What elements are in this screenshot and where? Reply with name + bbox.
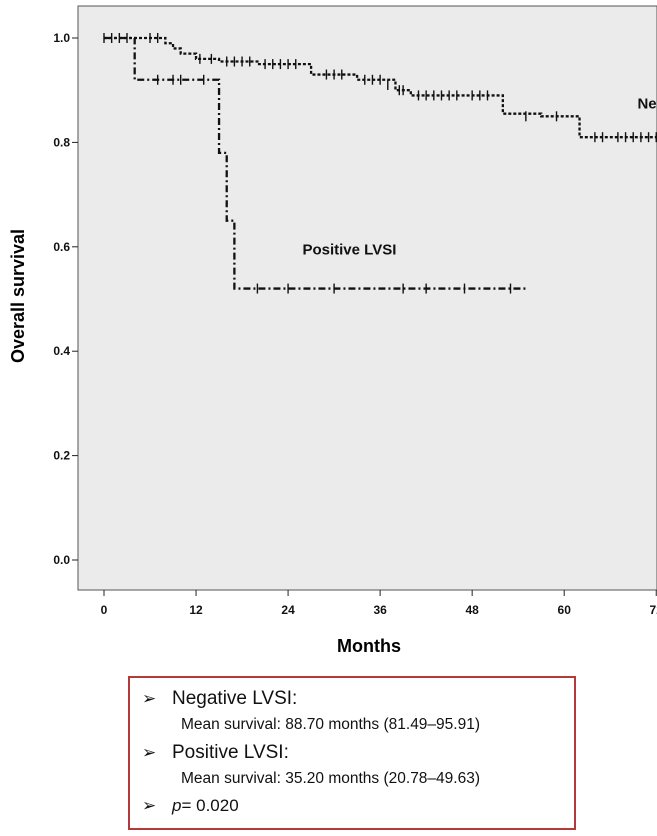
series-label: Negative LVSI [637, 95, 657, 112]
y-tick-label: 1.0 [53, 31, 70, 45]
km-plot-svg: 0.00.20.40.60.81.001224364860728496 Nega… [8, 5, 657, 656]
positive-lvsi-mean: Mean survival: 35.20 months (20.78–49.63… [142, 765, 564, 792]
x-tick-label: 36 [373, 603, 387, 617]
p-value-row: ➢ p = 0.020 [142, 794, 564, 818]
negative-lvsi-heading: ➢ Negative LVSI: [142, 686, 564, 711]
x-tick-label: 48 [465, 603, 479, 617]
series-labels: Negative LVSI Positive LVSI [302, 95, 657, 258]
plot-area [77, 5, 657, 591]
x-tick-label: 0 [101, 603, 108, 617]
x-tick-label: 12 [189, 603, 203, 617]
positive-lvsi-title: Positive LVSI: [172, 742, 289, 763]
positive-mean-value: 35.20 months (20.78–49.63) [285, 770, 480, 787]
x-tick-label: 60 [558, 603, 572, 617]
survival-summary-box: ➢ Negative LVSI: Mean survival: 88.70 mo… [128, 676, 576, 830]
p-value: = 0.020 [181, 796, 239, 815]
survival-chart: 0.00.20.40.60.81.001224364860728496 Nega… [8, 5, 657, 656]
censor-marks [103, 33, 657, 294]
axes: 0.00.20.40.60.81.001224364860728496 [53, 31, 657, 617]
y-tick-label: 0.0 [53, 553, 70, 567]
arrow-bullet-icon: ➢ [142, 796, 157, 815]
negative-lvsi-mean: Mean survival: 88.70 months (81.49–95.91… [142, 711, 564, 738]
y-tick-label: 0.8 [53, 135, 70, 149]
positive-lvsi-heading: ➢ Positive LVSI: [142, 740, 564, 765]
arrow-bullet-icon: ➢ [142, 689, 157, 708]
x-tick-label: 72 [650, 603, 657, 617]
series-line-positive-lvsi [104, 36, 526, 290]
x-axis-title: Months [337, 636, 401, 656]
p-symbol: p [172, 796, 182, 815]
negative-lvsi-title: Negative LVSI: [172, 688, 298, 709]
positive-mean-label: Mean survival: [181, 770, 281, 787]
negative-mean-label: Mean survival: [181, 716, 281, 733]
x-tick-label: 24 [281, 603, 295, 617]
y-tick-label: 0.6 [53, 240, 70, 254]
y-tick-label: 0.4 [53, 344, 70, 358]
negative-mean-value: 88.70 months (81.49–95.91) [285, 716, 480, 733]
y-axis-title: Overall survival [8, 229, 28, 363]
series-label: Positive LVSI [302, 242, 396, 259]
arrow-bullet-icon: ➢ [142, 743, 157, 762]
y-tick-label: 0.2 [53, 449, 70, 463]
